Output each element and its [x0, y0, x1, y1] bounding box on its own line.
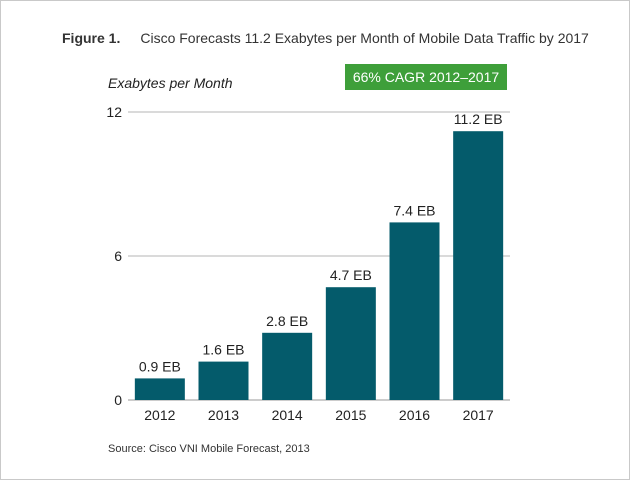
figure-title: Cisco Forecasts 11.2 Exabytes per Month …: [140, 30, 589, 46]
bar: [198, 361, 249, 400]
y-tick-label: 6: [114, 248, 122, 264]
bar: [262, 332, 313, 400]
y-tick-label: 12: [106, 104, 122, 120]
figure-title-row: Figure 1. Cisco Forecasts 11.2 Exabytes p…: [62, 30, 589, 46]
x-tick-label: 2014: [272, 407, 303, 423]
bar: [325, 287, 376, 400]
bar: [134, 378, 185, 400]
data-label: 0.9 EB: [139, 358, 181, 374]
cagr-badge: 66% CAGR 2012–2017: [345, 64, 507, 90]
data-label: 4.7 EB: [330, 267, 372, 283]
x-tick-label: 2015: [335, 407, 366, 423]
figure-number: Figure 1.: [62, 30, 121, 46]
data-label: 1.6 EB: [202, 342, 244, 358]
data-label: 7.4 EB: [393, 202, 435, 218]
x-tick-label: 2017: [463, 407, 494, 423]
x-tick-label: 2012: [144, 407, 175, 423]
y-axis-label: Exabytes per Month: [108, 75, 233, 91]
source-note: Source: Cisco VNI Mobile Forecast, 2013: [108, 443, 310, 455]
x-tick-label: 2016: [399, 407, 430, 423]
bar: [453, 131, 504, 400]
y-tick-label: 0: [114, 392, 122, 408]
x-tick-label: 2013: [208, 407, 239, 423]
bar: [389, 222, 440, 400]
data-label: 11.2 EB: [454, 111, 503, 127]
data-label: 2.8 EB: [266, 313, 308, 329]
